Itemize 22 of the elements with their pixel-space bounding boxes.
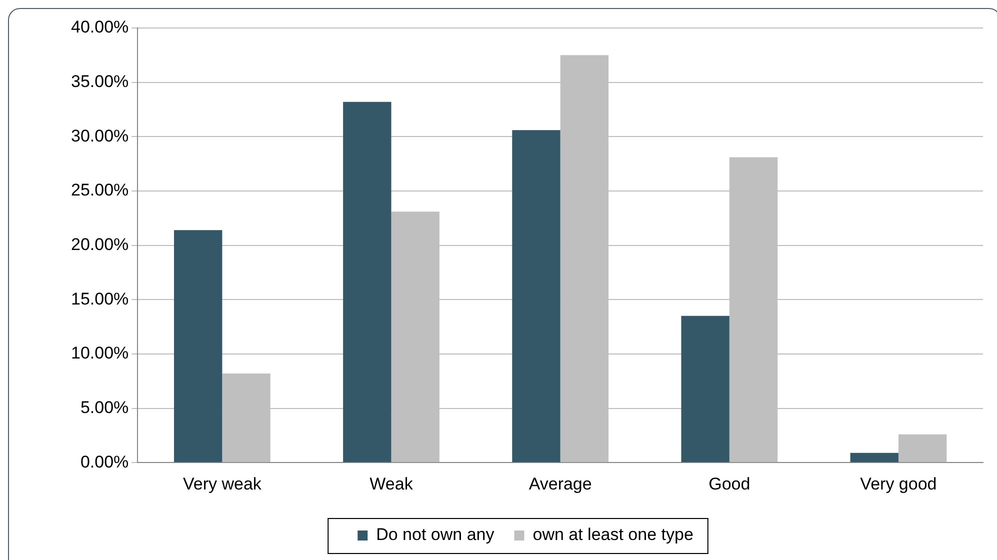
y-tick-label: 40.00% — [70, 18, 129, 37]
legend-label: own at least one type — [532, 525, 694, 544]
y-tick-label: 15.00% — [70, 289, 129, 308]
y-tick-label: 35.00% — [70, 72, 129, 92]
y-tick-label: 0.00% — [80, 452, 129, 472]
bar — [681, 316, 730, 462]
x-tick-label: Weak — [370, 474, 414, 494]
y-tick-label: 20.00% — [70, 234, 129, 254]
bar — [850, 452, 898, 462]
bar — [174, 230, 222, 462]
y-tick-label: 5.00% — [80, 398, 129, 417]
x-tick-label: Very good — [860, 474, 937, 494]
bar — [898, 434, 947, 462]
x-tick-label: Average — [528, 474, 592, 494]
x-tick-label: Very weak — [182, 474, 262, 494]
y-tick-label: 10.00% — [70, 344, 129, 363]
y-tick-label: 25.00% — [70, 180, 129, 200]
x-tick-label: Good — [708, 474, 750, 494]
y-tick-label: 30.00% — [70, 126, 129, 146]
legend-label: Do not own any — [376, 525, 495, 544]
bar — [343, 102, 392, 462]
bar — [512, 130, 560, 462]
